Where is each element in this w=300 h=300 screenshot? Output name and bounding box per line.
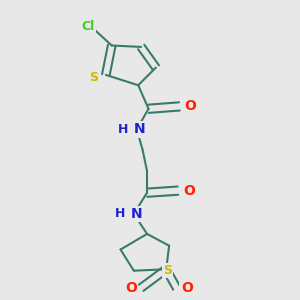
Text: H: H	[116, 207, 126, 220]
Text: N: N	[134, 122, 146, 136]
Text: H: H	[118, 123, 129, 136]
Text: O: O	[185, 99, 197, 113]
Text: O: O	[183, 184, 195, 198]
Text: S: S	[90, 71, 99, 84]
Text: O: O	[125, 281, 137, 295]
Text: Cl: Cl	[82, 20, 95, 33]
Text: O: O	[181, 281, 193, 295]
Text: N: N	[131, 207, 142, 221]
Text: S: S	[163, 264, 172, 277]
